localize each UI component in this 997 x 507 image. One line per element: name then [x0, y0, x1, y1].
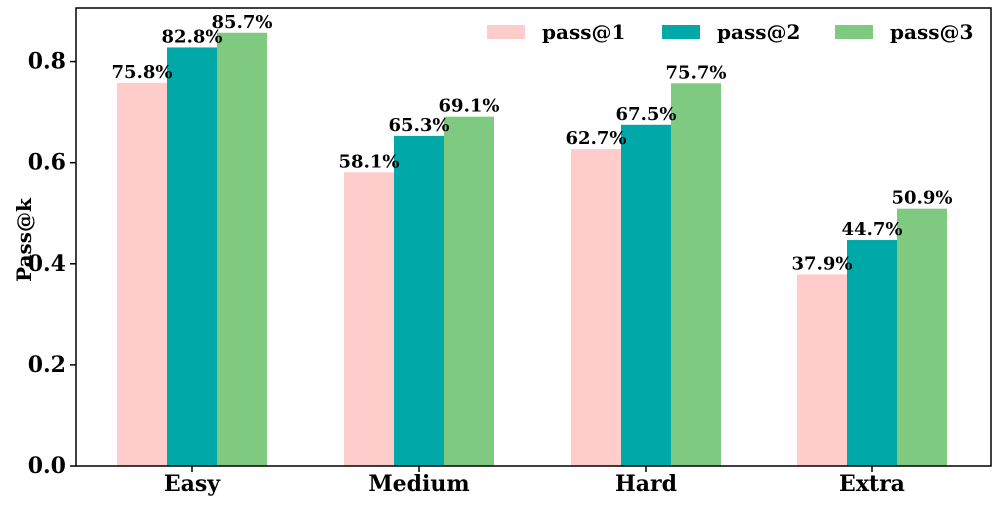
axes-layer: 0.0 0.2 0.4 0.6 0.8 Easy Medium Hard Extra — [28, 7, 992, 497]
y-axis-label: Pass@k — [12, 197, 36, 282]
legend-label-pass-at-1: pass@1 — [542, 20, 625, 44]
value-label-pass-at-2-medium: 65.3% — [389, 115, 450, 136]
value-label-pass-at-1-extra: 37.9% — [792, 253, 853, 274]
x-tick-label-easy: Easy — [164, 471, 221, 497]
bar-pass-at-2-hard — [621, 124, 671, 466]
value-label-pass-at-3-hard: 75.7% — [666, 62, 727, 83]
value-label-pass-at-3-medium: 69.1% — [439, 96, 500, 117]
legend-swatch-pass-at-1 — [487, 25, 525, 39]
value-label-pass-at-2-easy: 82.8% — [162, 26, 223, 47]
y-tick-label: 0.0 — [28, 453, 66, 479]
value-label-pass-at-3-extra: 50.9% — [892, 188, 953, 209]
bar-pass-at-3-easy — [217, 32, 267, 467]
value-label-pass-at-2-extra: 44.7% — [842, 219, 903, 240]
legend: pass@1 pass@2 pass@3 — [487, 20, 973, 44]
bar-pass-at-1-easy — [117, 82, 167, 467]
bar-pass-at-1-medium — [344, 172, 394, 467]
value-labels-layer: 75.8% 58.1% 62.7% 37.9% 82.8% 65.3% 67.5% 44.7%… — [112, 12, 953, 275]
legend-label-pass-at-2: pass@2 — [717, 20, 800, 44]
legend-swatch-pass-at-3 — [835, 25, 873, 39]
x-tick-label-medium: Medium — [368, 471, 469, 497]
value-label-pass-at-2-hard: 67.5% — [616, 104, 677, 125]
value-label-pass-at-1-medium: 58.1% — [339, 151, 400, 172]
x-tick-label-hard: Hard — [615, 471, 677, 497]
y-tick-label: 0.8 — [28, 49, 66, 75]
bar-pass-at-1-hard — [571, 149, 621, 466]
value-label-pass-at-1-easy: 75.8% — [112, 62, 173, 83]
bar-pass-at-2-medium — [394, 135, 444, 466]
bar-pass-at-3-hard — [671, 83, 721, 466]
legend-label-pass-at-3: pass@3 — [890, 20, 973, 44]
plot-frame — [75, 7, 992, 467]
bar-pass-at-2-extra — [847, 240, 897, 466]
y-tick-label: 0.6 — [28, 150, 66, 176]
value-label-pass-at-3-easy: 85.7% — [212, 12, 273, 33]
y-tick-label: 0.2 — [28, 352, 66, 378]
bar-pass-at-2-easy — [167, 47, 217, 467]
value-label-pass-at-1-hard: 62.7% — [566, 128, 627, 149]
bar-pass-at-3-medium — [444, 116, 494, 467]
legend-swatch-pass-at-2 — [662, 25, 700, 39]
x-tick-label-extra: Extra — [839, 471, 905, 497]
bars-layer — [117, 32, 947, 467]
bar-pass-at-1-extra — [797, 274, 847, 466]
bar-pass-at-3-extra — [897, 208, 947, 466]
y-tick-label: 0.4 — [28, 251, 66, 277]
